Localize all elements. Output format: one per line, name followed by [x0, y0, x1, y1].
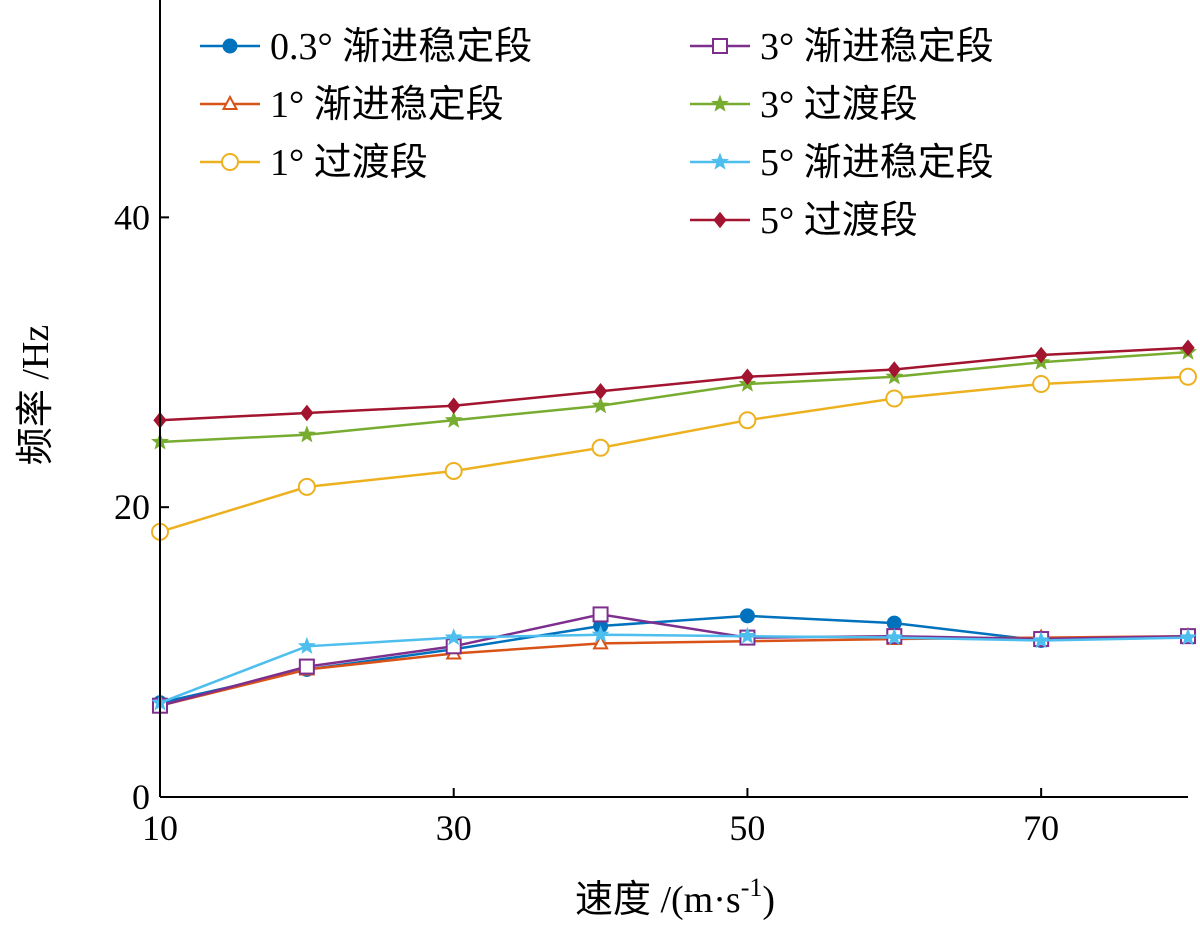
- data-point: [740, 368, 755, 386]
- legend-marker: [711, 94, 729, 112]
- legend-label: 3° 过渡段: [760, 84, 918, 126]
- y-tick-label: 40: [114, 197, 150, 237]
- data-point: [297, 477, 316, 496]
- series-7: [153, 339, 1195, 429]
- legend-marker: [712, 38, 728, 54]
- legend-entry-6: 5° 渐进稳定段: [690, 142, 994, 184]
- data-point: [1179, 628, 1197, 646]
- data-point: [591, 438, 610, 457]
- data-point: [444, 461, 463, 480]
- series-3: [151, 367, 1197, 541]
- data-point: [1032, 631, 1051, 649]
- legend-entry-7: 5° 过渡段: [690, 200, 918, 242]
- x-tick-label: 50: [729, 808, 765, 848]
- series-line: [159, 375, 1189, 533]
- data-point: [444, 410, 463, 428]
- legend-marker: [221, 94, 239, 110]
- data-point: [885, 628, 904, 646]
- legend-label: 0.3° 渐进稳定段: [270, 26, 532, 68]
- legend-marker: [221, 153, 239, 171]
- series-line: [159, 613, 1189, 707]
- data-point: [591, 625, 610, 643]
- legend-entry-3: 1° 过渡段: [200, 142, 428, 184]
- data-point: [1034, 346, 1048, 364]
- legend: 0.3° 渐进稳定段 1° 渐进稳定段 1° 过渡段 3° 渐进稳定段 3° 过渡段 5°…: [200, 26, 994, 242]
- data-point: [738, 411, 757, 430]
- data-point: [297, 425, 316, 443]
- y-tick-label: 20: [114, 487, 150, 527]
- data-point: [447, 397, 461, 415]
- plot-marks: [151, 339, 1197, 714]
- data-point: [592, 606, 609, 623]
- legend-label: 5° 渐进稳定段: [760, 142, 994, 184]
- data-point: [592, 634, 609, 650]
- series-4: [152, 606, 1196, 714]
- legend-marker: [222, 38, 238, 54]
- legend-entry-4: 3° 渐进稳定段: [690, 26, 994, 68]
- x-tick-label: 70: [1023, 808, 1059, 848]
- legend-marker: [713, 211, 727, 229]
- series-line: [159, 346, 1189, 422]
- data-point: [298, 658, 315, 675]
- x-axis-label-exponent: -1: [741, 873, 763, 902]
- legend-label: 5° 过渡段: [760, 200, 918, 242]
- data-point: [739, 608, 755, 624]
- data-point: [887, 361, 901, 378]
- x-axis-label-close: ): [762, 879, 775, 921]
- data-point: [1032, 375, 1051, 394]
- legend-entry-1: 0.3° 渐进稳定段: [200, 26, 532, 68]
- x-tick-label: 30: [436, 808, 472, 848]
- series-1: [152, 608, 1049, 711]
- data-point: [444, 628, 463, 646]
- data-point: [593, 382, 608, 400]
- data-point: [738, 626, 757, 644]
- legend-entry-2: 1° 渐进稳定段: [200, 84, 504, 126]
- y-tick-label: 0: [132, 777, 150, 817]
- legend-label: 1° 渐进稳定段: [270, 84, 504, 126]
- legend-label: 3° 渐进稳定段: [760, 26, 994, 68]
- data-point: [1181, 339, 1195, 357]
- data-point: [1179, 367, 1197, 386]
- legend-label: 1° 过渡段: [270, 142, 428, 184]
- series-6: [151, 625, 1197, 711]
- data-point: [297, 636, 316, 654]
- series-line: [159, 633, 1189, 704]
- data-point: [591, 396, 610, 414]
- data-point: [300, 404, 314, 422]
- x-tick-label: 10: [142, 808, 178, 848]
- data-point: [886, 615, 902, 631]
- x-axis-label-main: 速度 /(m·s: [575, 879, 741, 921]
- data-point: [885, 389, 904, 408]
- legend-entry-5: 3° 过渡段: [690, 84, 918, 126]
- series-line: [159, 350, 1189, 444]
- legend-marker: [711, 152, 729, 170]
- y-axis-label: 频率 /Hz: [15, 325, 57, 465]
- x-axis-label: 速度 /(m·s-1): [575, 873, 775, 921]
- axes: 0 20 40 10 30 50 70: [114, 0, 1188, 848]
